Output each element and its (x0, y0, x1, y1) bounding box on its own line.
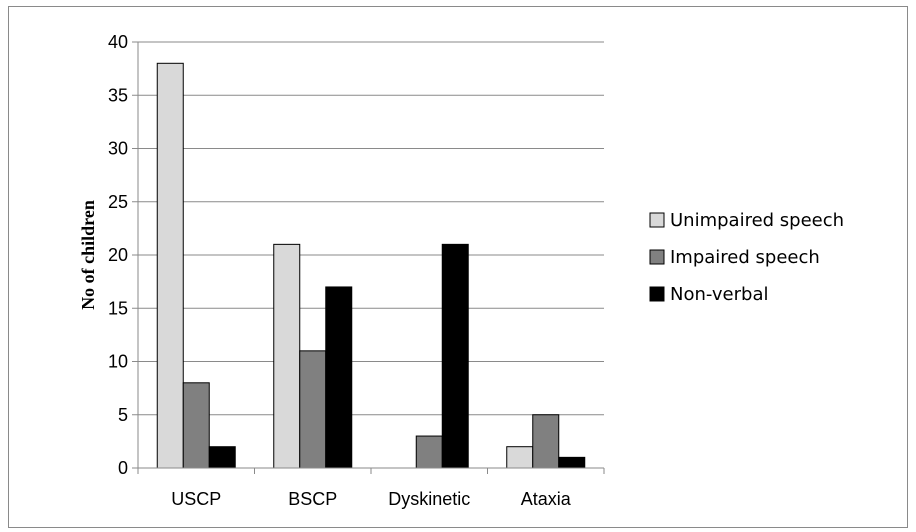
bar-bscp-unimpaired-speech (273, 243, 301, 469)
y-tick-label: 5 (118, 405, 128, 425)
x-category-label: Dyskinetic (388, 489, 470, 509)
bar-uscp-unimpaired-speech (156, 62, 184, 469)
y-tick-label: 0 (118, 458, 128, 478)
legend-swatch (649, 249, 665, 265)
y-tick-label: 10 (108, 352, 128, 372)
y-tick-label: 15 (108, 298, 128, 318)
legend-label: Unimpaired speech (670, 210, 844, 231)
y-tick-label: 40 (108, 32, 128, 52)
x-axis-ticks: USCP BSCP Dyskinetic Ataxia (137, 468, 605, 509)
bar-bscp-non-verbal (325, 286, 353, 469)
bar-dyskinetic-non-verbal (441, 243, 469, 469)
bar-uscp-impaired-speech (182, 382, 210, 469)
legend-swatch (649, 212, 665, 228)
y-tick-label: 20 (108, 245, 128, 265)
y-tick-label: 35 (108, 85, 128, 105)
bar-dyskinetic-impaired-speech (415, 435, 443, 469)
bars (156, 62, 586, 469)
gridlines (138, 41, 604, 416)
y-tick-label: 25 (108, 192, 128, 212)
bar-uscp-non-verbal (208, 446, 236, 469)
x-category-label: Ataxia (521, 489, 572, 509)
bar-bscp-impaired-speech (299, 350, 327, 469)
legend-label: Impaired speech (670, 247, 820, 268)
legend-label: Non-verbal (670, 284, 768, 305)
bar-ataxia-non-verbal (558, 456, 586, 469)
legend-swatch (649, 286, 665, 302)
y-axis-title: No of children (78, 200, 98, 310)
bar-ataxia-unimpaired-speech (506, 446, 534, 469)
y-tick-label: 30 (108, 139, 128, 159)
y-axis-ticks: 0 5 10 15 20 25 30 35 40 (108, 32, 138, 478)
legend: Unimpaired speech Impaired speech Non-verb… (649, 210, 844, 305)
x-category-label: USCP (171, 489, 221, 509)
bar-ataxia-impaired-speech (532, 414, 560, 469)
x-category-label: BSCP (288, 489, 337, 509)
